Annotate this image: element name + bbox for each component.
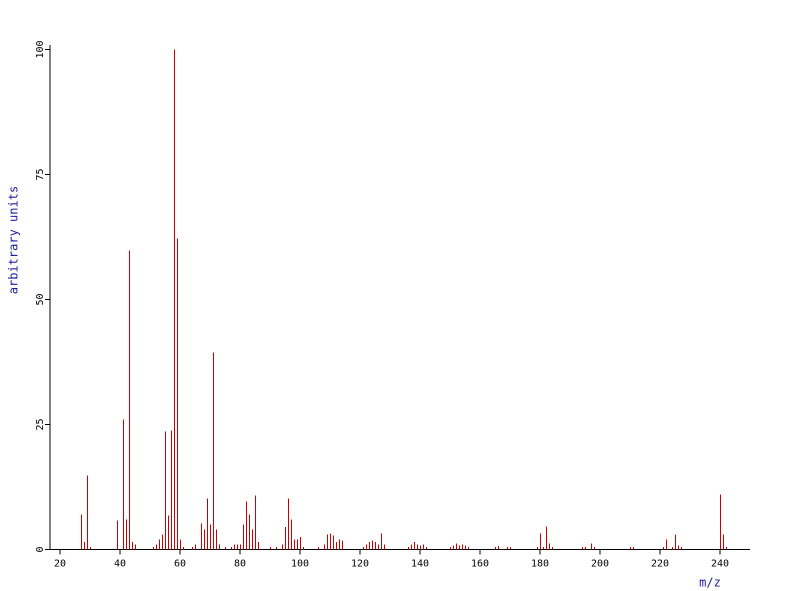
x-tick-label: 20 [54, 559, 66, 570]
y-tick-label: 50 [35, 293, 46, 305]
x-tick-label: 140 [411, 559, 429, 570]
y-tick-label: 25 [35, 418, 46, 430]
y-tick-label: 100 [35, 40, 46, 58]
x-tick-label: 240 [711, 559, 729, 570]
x-tick-label: 160 [471, 559, 489, 570]
x-tick-label: 80 [234, 559, 246, 570]
y-axis-label: arbitrary units [7, 186, 21, 294]
y-tick-label: 0 [35, 546, 46, 552]
x-tick-label: 100 [291, 559, 309, 570]
x-tick-label: 40 [114, 559, 126, 570]
x-tick-label: 200 [591, 559, 609, 570]
x-axis-label: m/z [699, 576, 721, 590]
x-tick-label: 220 [651, 559, 669, 570]
x-tick-label: 120 [351, 559, 369, 570]
x-tick-label: 60 [174, 559, 186, 570]
y-tick-label: 75 [35, 168, 46, 180]
x-tick-label: 180 [531, 559, 549, 570]
